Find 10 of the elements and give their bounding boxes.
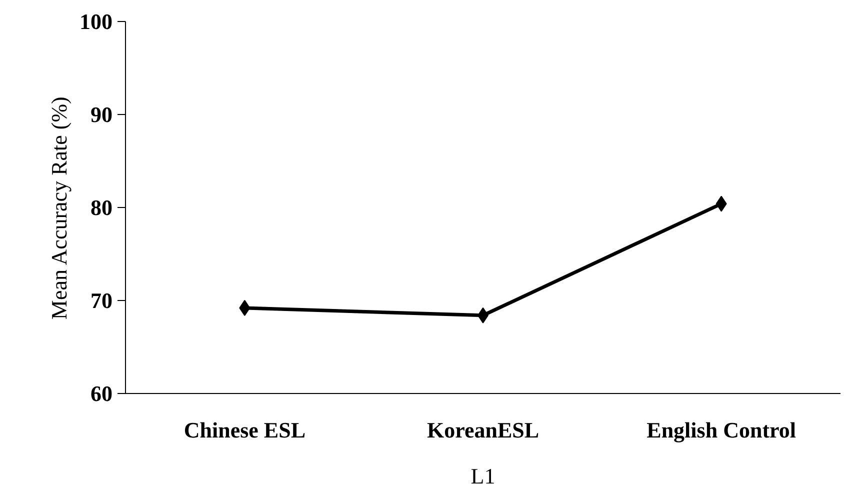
y-axis-title: Mean Accuracy Rate (%) — [46, 96, 72, 320]
y-tick-label: 80 — [90, 195, 112, 220]
y-tick-label: 100 — [80, 9, 112, 34]
y-tick-label: 90 — [90, 102, 112, 127]
x-axis-title: L1 — [470, 464, 496, 488]
x-tick-label: English Control — [646, 418, 796, 442]
x-tick-label: KoreanESL — [426, 418, 540, 442]
x-tick-label: Chinese ESL — [184, 418, 306, 442]
y-tick-label: 70 — [90, 288, 112, 313]
y-tick-label: 60 — [90, 381, 112, 406]
